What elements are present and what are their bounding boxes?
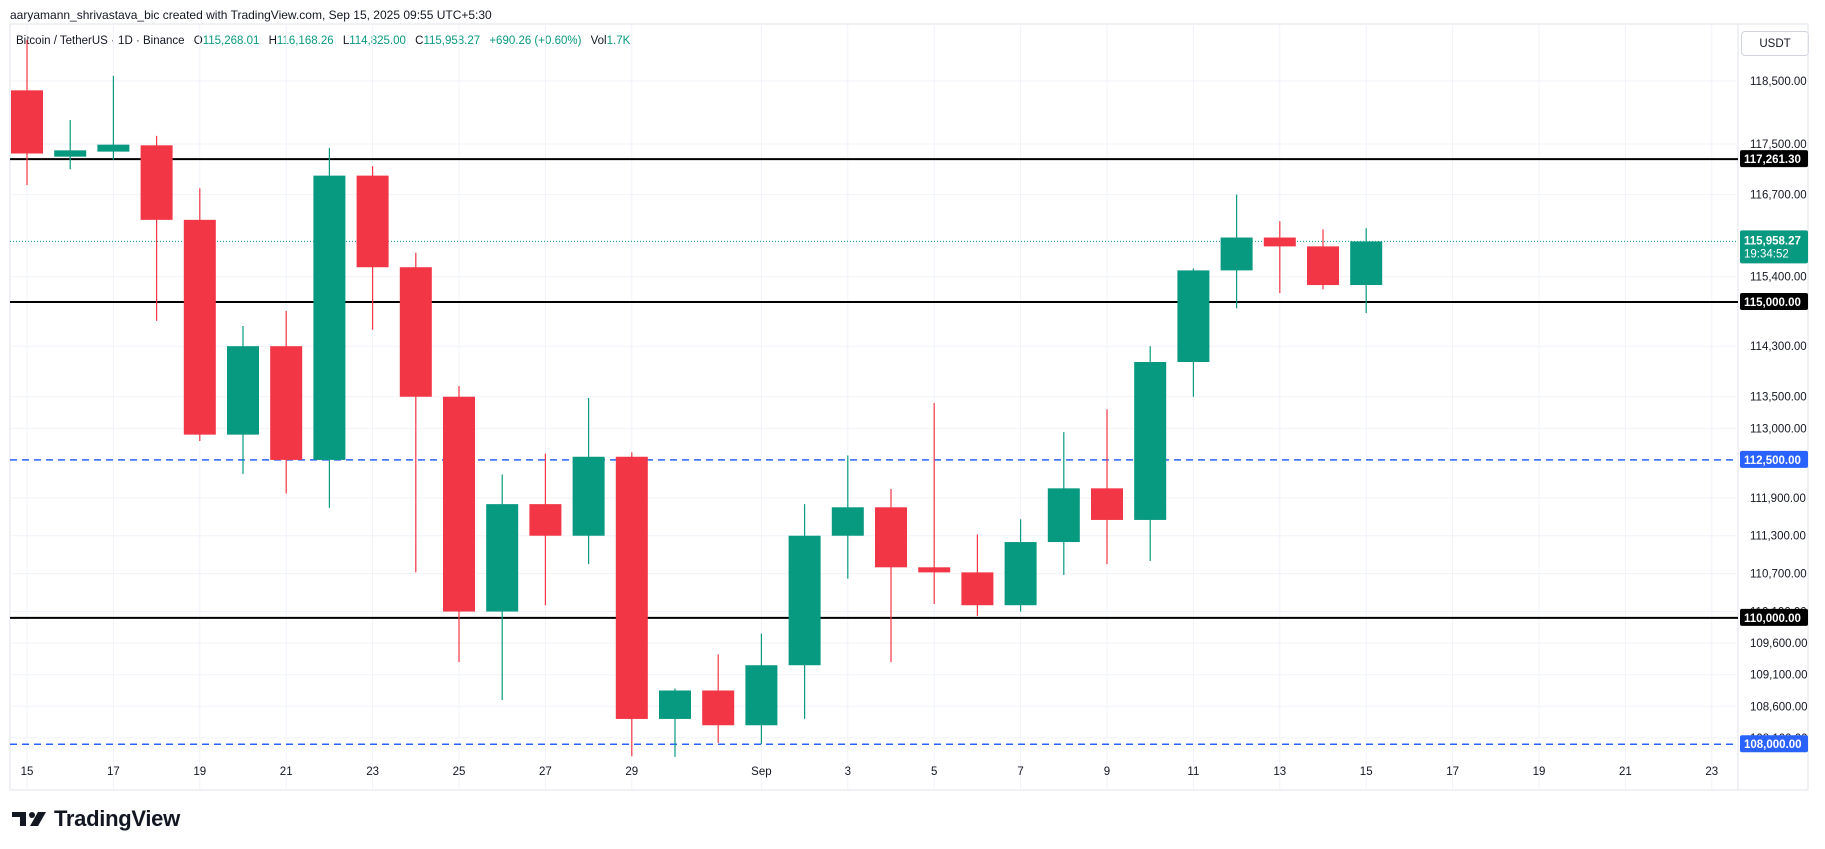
time-tick-label: 21	[280, 766, 293, 778]
level-price-label: 112,500.00	[1744, 455, 1801, 467]
time-tick-label: 27	[539, 766, 552, 778]
time-tick-label: 5	[931, 766, 937, 778]
candle-body[interactable]	[918, 567, 951, 573]
candle-body[interactable]	[1047, 488, 1080, 543]
time-tick-label: 9	[1104, 766, 1110, 778]
level-price-label: 108,000.00	[1744, 739, 1802, 751]
tradingview-logo-icon	[12, 812, 46, 826]
time-tick-label: 7	[1017, 766, 1023, 778]
candle-body[interactable]	[227, 346, 259, 435]
change-value: +690.26 (+0.60%)	[489, 35, 582, 47]
level-price-badge	[1740, 608, 1808, 626]
price-tick-label: 118,500.00	[1750, 76, 1807, 88]
close-value: 115,958.27	[423, 35, 481, 47]
level-price-badge	[1740, 735, 1808, 753]
candle-body[interactable]	[1091, 488, 1123, 520]
candle-body[interactable]	[140, 145, 173, 220]
level-price-badge	[1740, 150, 1808, 168]
price-tick-label: 113,500.00	[1750, 392, 1807, 404]
candle-body[interactable]	[443, 396, 475, 612]
level-price-badge	[1740, 450, 1808, 468]
candle-body[interactable]	[831, 507, 864, 536]
high-value: 116,168.26	[276, 35, 334, 47]
open-value: 115,268.01	[202, 35, 260, 47]
price-tick-label: 113,000.00	[1750, 423, 1807, 435]
time-tick-label: 23	[366, 766, 379, 778]
symbol-name[interactable]: Bitcoin / TetherUS · 1D · Binance	[16, 35, 185, 47]
candle-body[interactable]	[1220, 237, 1253, 271]
tradingview-logo[interactable]: TradingView	[12, 806, 180, 832]
candle-body[interactable]	[54, 150, 87, 157]
time-tick-label: 15	[21, 766, 34, 778]
level-price-label: 115,000.00	[1744, 297, 1801, 309]
candle-body[interactable]	[702, 690, 735, 726]
candle-body[interactable]	[961, 572, 994, 606]
candle-body[interactable]	[875, 507, 907, 568]
candle-body[interactable]	[1177, 270, 1210, 362]
candle-body[interactable]	[183, 219, 216, 435]
time-tick-label: 3	[845, 766, 851, 778]
time-tick-label: Sep	[751, 766, 771, 778]
symbol-legend: Bitcoin / TetherUS · 1D · Binance O115,2…	[16, 35, 636, 47]
time-tick-label: 19	[1533, 766, 1546, 778]
price-tick-label: 110,700.00	[1750, 569, 1807, 581]
volume-label: Vol	[590, 35, 607, 47]
candle-body[interactable]	[1307, 246, 1339, 286]
open-label: O	[193, 35, 203, 47]
time-tick-label: 17	[1446, 766, 1459, 778]
price-tick-label: 109,600.00	[1750, 638, 1808, 650]
candle-body[interactable]	[572, 456, 605, 536]
candle-body[interactable]	[11, 90, 43, 154]
candle-body[interactable]	[97, 144, 130, 152]
candle-body[interactable]	[1004, 542, 1037, 606]
close-label: C	[415, 35, 424, 47]
time-tick-label: 29	[625, 766, 638, 778]
time-tick-label: 15	[1360, 766, 1373, 778]
price-tick-label: 109,100.00	[1750, 670, 1808, 682]
price-tick-label: 111,300.00	[1750, 531, 1806, 543]
currency-selector-button[interactable]: USDT	[1741, 31, 1809, 56]
candle-body[interactable]	[1263, 237, 1296, 247]
price-tick-label: 115,400.00	[1750, 272, 1807, 284]
high-label: H	[268, 35, 277, 47]
candle-body[interactable]	[270, 346, 303, 460]
price-tick-label: 117,500.00	[1750, 139, 1807, 151]
price-chart[interactable]: 118,500.00 117,500.00 116,700.00 115,400.00…	[0, 0, 1825, 800]
candle-countdown-label: 19:34:52	[1744, 248, 1789, 260]
time-tick-label: 11	[1187, 766, 1199, 778]
candle-body[interactable]	[399, 267, 432, 397]
price-tick-label: 111,900.00	[1750, 493, 1806, 505]
low-value: 114,825.00	[349, 35, 406, 47]
candle-body[interactable]	[615, 456, 648, 719]
candle-body[interactable]	[1350, 241, 1383, 286]
candle-body[interactable]	[486, 504, 519, 612]
volume-value: 1.7K	[606, 35, 631, 47]
level-price-label: 110,000.00	[1744, 613, 1801, 625]
time-tick-label: 25	[453, 766, 466, 778]
time-tick-label: 17	[107, 766, 120, 778]
candle-body[interactable]	[788, 535, 821, 666]
candle-body[interactable]	[745, 665, 778, 726]
price-tick-label: 114,300.00	[1750, 341, 1807, 353]
last-price-badge	[1740, 230, 1808, 264]
candle-body[interactable]	[356, 175, 389, 268]
level-price-badge	[1740, 292, 1808, 310]
time-tick-label: 19	[193, 766, 206, 778]
last-price-label: 115,958.27	[1744, 235, 1801, 247]
candle-body[interactable]	[1134, 361, 1167, 520]
time-tick-label: 21	[1619, 766, 1632, 778]
logo-text: TradingView	[54, 806, 180, 831]
candle-body[interactable]	[529, 504, 562, 536]
price-tick-label: 116,700.00	[1750, 190, 1807, 202]
candle-body[interactable]	[313, 175, 346, 460]
time-tick-label: 13	[1273, 766, 1286, 778]
price-tick-label: 108,600.00	[1750, 701, 1808, 713]
candle-body[interactable]	[659, 690, 691, 719]
low-label: L	[342, 35, 350, 47]
time-tick-label: 23	[1705, 766, 1718, 778]
level-price-label: 117,261.30	[1744, 154, 1801, 166]
chart-attribution: aaryamann_shrivastava_bic created with T…	[10, 8, 492, 22]
